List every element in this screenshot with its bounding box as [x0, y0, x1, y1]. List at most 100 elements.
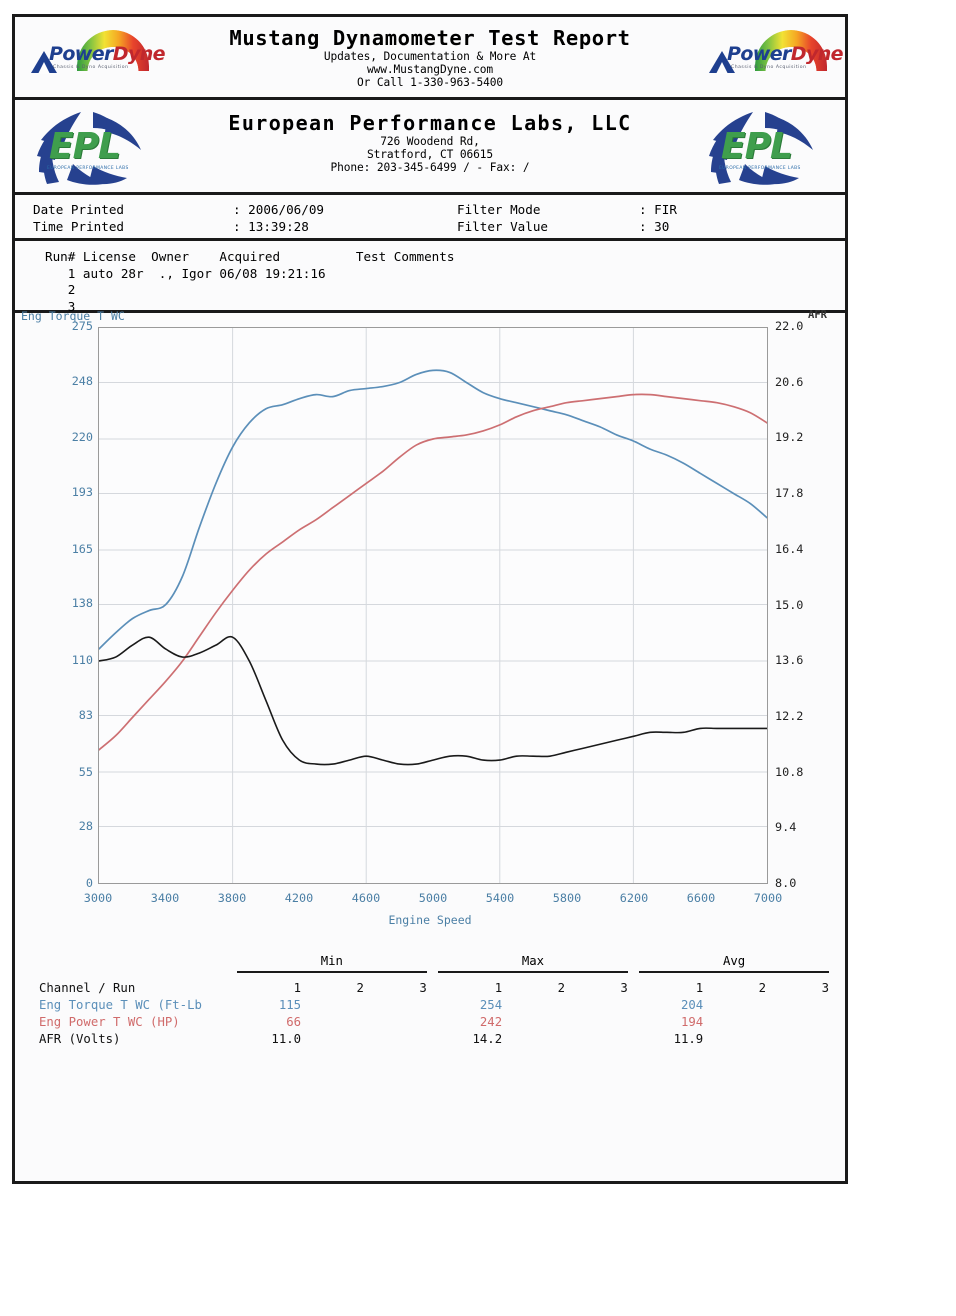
filter-value-label: Filter Value: [457, 219, 548, 234]
right-axis-tick-label: 9.4: [775, 820, 797, 835]
min-run-1-value: 11.0: [271, 1032, 302, 1046]
max-run-1-value: 14.2: [472, 1032, 503, 1046]
summary-table: Min Max Avg Channel / Run 1 2 3 1 2 3: [39, 953, 829, 1048]
run-table-row: 3: [45, 298, 76, 314]
powerdyne-word-dyne: Dyne: [790, 43, 844, 65]
avg-run-3-header: 3: [821, 981, 829, 995]
epl-tagline: EUROPEAN PERFORMANCE LABS: [47, 166, 129, 171]
mustang-header-band: PowerDyne Chassis & Dyno Acquisition Pow…: [15, 17, 845, 100]
shop-header-band: EPL EUROPEAN PERFORMANCE LABS EPL EUROPE…: [15, 100, 845, 195]
summary-table-element: Min Max Avg Channel / Run 1 2 3 1 2 3: [39, 953, 829, 1048]
shop-address: 726 Woodend Rd,: [380, 135, 480, 148]
time-printed-label: Time Printed: [33, 219, 124, 234]
group-header-max: Max: [438, 953, 628, 973]
avg-run-3-value: [766, 997, 829, 1014]
x-axis-tick-label: 3000: [83, 891, 113, 905]
right-axis-tick-label: 15.0: [775, 597, 804, 612]
chart-band: Eng Torque T WC AFR 275 248 220 193 165 138 11…: [15, 309, 845, 1048]
time-printed-row: Time Printed: 13:39:28 Filter Value: 30: [33, 218, 845, 235]
report-title: Mustang Dynamometer Test Report: [229, 26, 631, 50]
max-run-1-value: 242: [479, 1015, 503, 1029]
powerdyne-logo-left: PowerDyne Chassis & Dyno Acquisition: [27, 29, 166, 79]
max-run-3-value: [565, 1031, 628, 1048]
min-run-1-value: 115: [278, 998, 302, 1012]
shop-phone-fax: Phone: 203-345-6499 / - Fax: /: [330, 161, 530, 175]
group-header-min: Min: [237, 953, 427, 973]
powerdyne-logo-right: PowerDyne Chassis & Dyno Acquisition: [705, 29, 844, 79]
avg-run-1-value: 11.9: [673, 1032, 704, 1046]
avg-run-1-value: 194: [680, 1015, 704, 1029]
time-printed-value: : 13:39:28: [233, 219, 309, 234]
max-run-2-value: [502, 997, 565, 1014]
date-printed-label: Date Printed: [33, 202, 124, 217]
dyno-chart: Eng Torque T WC AFR 275 248 220 193 165 138 11…: [15, 309, 845, 953]
max-run-3-value: [565, 997, 628, 1014]
channel-label: Eng Power T WC (HP): [39, 1015, 180, 1029]
mustang-subline-phone: Or Call 1-330-963-5400: [357, 76, 503, 90]
channel-label: AFR (Volts): [39, 1032, 121, 1046]
chevron-icon: [31, 51, 57, 74]
shop-city-state-zip: Stratford, CT 06615: [366, 148, 494, 162]
spacer-cell: [427, 980, 438, 997]
left-axis-tick-label: 165: [71, 541, 93, 556]
spacer-row: [39, 972, 829, 980]
shop-name: European Performance Labs, LLC: [228, 111, 632, 135]
series-line: [99, 369, 767, 650]
left-axis-tick-label: 220: [71, 430, 93, 445]
min-run-3-value: [364, 997, 427, 1014]
epl-wordmark: EPL: [49, 126, 121, 167]
max-run-2-header: 2: [557, 981, 565, 995]
min-run-3-value: [364, 1014, 427, 1031]
left-axis-tick-label: 83: [78, 707, 93, 722]
run-table-row: 2: [45, 282, 76, 297]
min-run-3-header: 3: [419, 981, 427, 995]
group-header-avg: Avg: [639, 953, 829, 973]
x-axis-tick-label: 5400: [485, 891, 515, 905]
series-line: [99, 393, 767, 751]
table-row: Eng Power T WC (HP) 66 242 194: [39, 1014, 829, 1031]
avg-run-2-value: [703, 997, 766, 1014]
epl-tagline: EUROPEAN PERFORMANCE LABS: [719, 166, 801, 171]
summary-group-header-row: Min Max Avg: [39, 953, 829, 973]
max-run-1-header: 1: [494, 981, 503, 995]
x-axis-tick-label: 7000: [753, 891, 783, 905]
x-axis-tick-label: 5800: [552, 891, 582, 905]
powerdyne-tagline: Chassis & Dyno Acquisition: [53, 65, 129, 70]
left-axis-tick-label: 110: [71, 653, 93, 668]
right-axis-tick-label: 8.0: [775, 876, 797, 890]
left-axis-tick-label: 193: [71, 485, 93, 500]
table-row: Eng Torque T WC (Ft-Lb 115 254 204: [39, 997, 829, 1014]
grid-lines: [99, 328, 767, 883]
run-table-row: 1 auto 28r ., Igor 06/08 19:21:16: [45, 265, 326, 281]
avg-run-1-header: 1: [695, 981, 704, 995]
min-run-2-value: [301, 1031, 364, 1048]
spacer-cell: [628, 980, 639, 997]
filter-mode-value: : FIR: [639, 202, 677, 217]
min-run-2-header: 2: [356, 981, 364, 995]
left-axis-tick-label: 28: [78, 819, 93, 834]
right-axis-title: AFR: [808, 309, 827, 321]
spacer-cell: [628, 1031, 639, 1048]
left-axis-tick-label: 0: [85, 876, 93, 890]
x-axis-tick-label: 4200: [284, 891, 314, 905]
avg-run-3-value: [766, 1014, 829, 1031]
powerdyne-tagline: Chassis & Dyno Acquisition: [731, 65, 807, 70]
plot-svg: [99, 328, 767, 883]
spacer-cell: [628, 997, 639, 1014]
right-axis-tick-label: 16.4: [775, 541, 804, 556]
min-run-1-value: 66: [286, 1015, 302, 1029]
avg-run-3-value: [766, 1031, 829, 1048]
mustang-subline-website: www.MustangDyne.com: [366, 63, 494, 77]
series-lines: [99, 369, 767, 766]
filter-mode-label: Filter Mode: [457, 202, 541, 217]
powerdyne-wordmark: PowerDyne: [49, 43, 166, 65]
avg-run-2-value: [703, 1014, 766, 1031]
spacer-cell: [628, 953, 639, 972]
channel-label: Eng Torque T WC (Ft-Lb: [39, 998, 202, 1012]
right-axis-tick-label: 20.6: [775, 374, 804, 389]
spacer-cell: [427, 997, 438, 1014]
left-axis-tick-label: 275: [71, 319, 93, 333]
avg-run-2-value: [703, 1031, 766, 1048]
right-axis-tick-label: 13.6: [775, 653, 804, 668]
left-axis-tick-label: 248: [71, 373, 93, 388]
